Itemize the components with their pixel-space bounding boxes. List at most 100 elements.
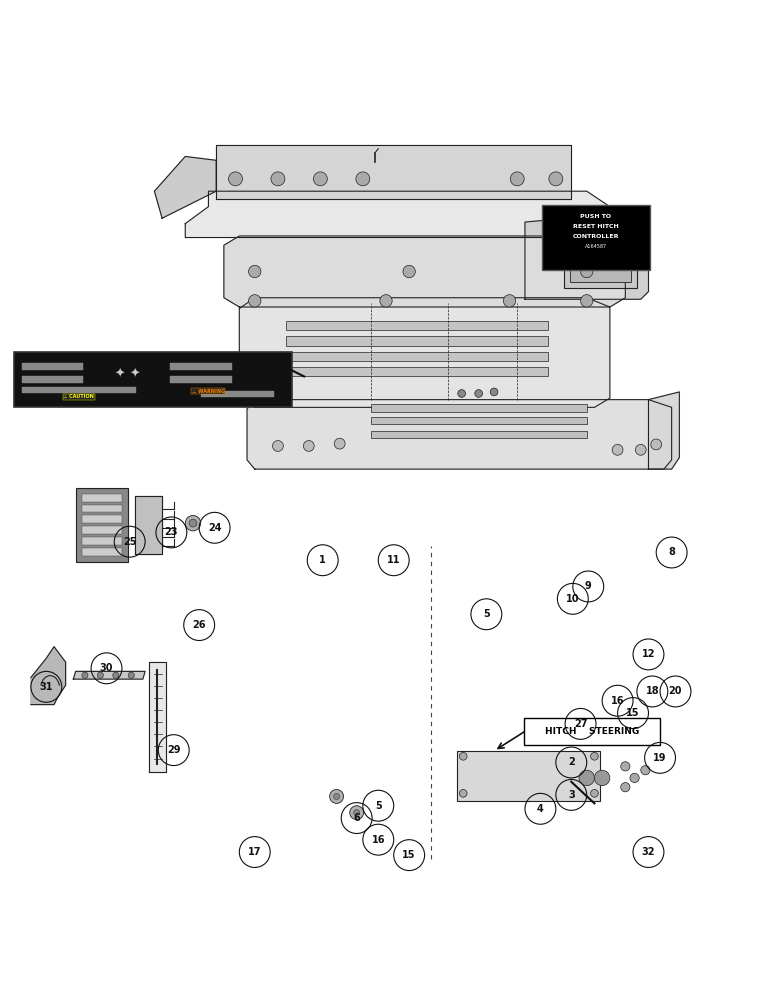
- Polygon shape: [149, 662, 166, 772]
- Text: ⚠ CAUTION: ⚠ CAUTION: [63, 394, 94, 399]
- FancyBboxPatch shape: [82, 526, 122, 534]
- FancyBboxPatch shape: [22, 363, 83, 370]
- Text: 8: 8: [669, 547, 675, 557]
- Circle shape: [594, 770, 610, 786]
- Circle shape: [249, 265, 261, 278]
- Text: 10: 10: [566, 594, 580, 604]
- Circle shape: [591, 752, 598, 760]
- Circle shape: [303, 441, 314, 451]
- FancyBboxPatch shape: [201, 391, 274, 397]
- Circle shape: [630, 773, 639, 783]
- Text: 11: 11: [387, 555, 401, 565]
- FancyBboxPatch shape: [22, 387, 136, 393]
- Circle shape: [128, 672, 134, 678]
- Text: 17: 17: [248, 847, 262, 857]
- Circle shape: [581, 265, 593, 278]
- Text: ⚠ WARNING: ⚠ WARNING: [192, 389, 225, 394]
- Polygon shape: [154, 156, 216, 218]
- Text: 16: 16: [371, 835, 385, 845]
- Text: 5: 5: [375, 801, 381, 811]
- Circle shape: [273, 441, 283, 451]
- FancyBboxPatch shape: [371, 431, 587, 438]
- Text: 1: 1: [320, 555, 326, 565]
- Circle shape: [354, 810, 360, 816]
- Circle shape: [475, 390, 482, 397]
- Text: ✦: ✦: [114, 368, 125, 381]
- Text: 29: 29: [167, 745, 181, 755]
- Circle shape: [579, 770, 594, 786]
- FancyBboxPatch shape: [371, 417, 587, 424]
- Text: 4: 4: [537, 804, 543, 814]
- Polygon shape: [216, 145, 571, 199]
- Circle shape: [503, 295, 516, 307]
- FancyBboxPatch shape: [76, 488, 128, 562]
- Circle shape: [356, 172, 370, 186]
- Circle shape: [189, 519, 197, 527]
- Polygon shape: [31, 647, 66, 705]
- Circle shape: [621, 762, 630, 771]
- FancyBboxPatch shape: [542, 205, 650, 270]
- FancyBboxPatch shape: [14, 352, 292, 407]
- Circle shape: [380, 295, 392, 307]
- Circle shape: [403, 265, 415, 278]
- Circle shape: [641, 766, 650, 775]
- Circle shape: [510, 172, 524, 186]
- Text: 15: 15: [402, 850, 416, 860]
- Circle shape: [330, 790, 344, 803]
- Polygon shape: [185, 191, 610, 238]
- Text: ✦: ✦: [130, 368, 141, 381]
- FancyBboxPatch shape: [286, 321, 548, 330]
- Text: 18: 18: [645, 686, 659, 696]
- FancyBboxPatch shape: [82, 494, 122, 502]
- Text: 23: 23: [164, 527, 178, 537]
- FancyBboxPatch shape: [286, 367, 548, 376]
- Circle shape: [458, 390, 466, 397]
- Text: 9: 9: [585, 581, 591, 591]
- Text: CONTROLLER: CONTROLLER: [573, 234, 619, 239]
- FancyBboxPatch shape: [22, 376, 83, 383]
- Text: 24: 24: [208, 523, 222, 533]
- FancyBboxPatch shape: [524, 718, 660, 745]
- Polygon shape: [648, 392, 679, 469]
- Text: 16: 16: [611, 696, 625, 706]
- Text: 3: 3: [568, 790, 574, 800]
- FancyBboxPatch shape: [82, 537, 122, 545]
- Circle shape: [350, 806, 364, 820]
- Circle shape: [635, 444, 646, 455]
- Circle shape: [185, 515, 201, 531]
- FancyBboxPatch shape: [170, 363, 232, 370]
- Polygon shape: [224, 236, 625, 307]
- Text: 5: 5: [483, 609, 489, 619]
- FancyBboxPatch shape: [82, 505, 122, 512]
- Text: 6: 6: [354, 813, 360, 823]
- Circle shape: [334, 793, 340, 800]
- Circle shape: [82, 672, 88, 678]
- Circle shape: [459, 790, 467, 797]
- Circle shape: [459, 752, 467, 760]
- Text: 20: 20: [669, 686, 682, 696]
- FancyBboxPatch shape: [371, 404, 587, 412]
- Circle shape: [591, 790, 598, 797]
- Text: 19: 19: [653, 753, 667, 763]
- Text: 32: 32: [642, 847, 655, 857]
- Polygon shape: [73, 671, 145, 679]
- Circle shape: [97, 672, 103, 678]
- FancyBboxPatch shape: [564, 238, 637, 288]
- Polygon shape: [135, 496, 162, 554]
- Circle shape: [334, 438, 345, 449]
- Text: PUSH TO: PUSH TO: [581, 214, 611, 219]
- Circle shape: [313, 172, 327, 186]
- Polygon shape: [239, 298, 610, 407]
- FancyBboxPatch shape: [286, 336, 548, 346]
- FancyBboxPatch shape: [82, 548, 122, 556]
- Text: 26: 26: [192, 620, 206, 630]
- Circle shape: [581, 295, 593, 307]
- Circle shape: [249, 295, 261, 307]
- FancyBboxPatch shape: [570, 244, 631, 282]
- Circle shape: [271, 172, 285, 186]
- Text: RESET HITCH: RESET HITCH: [573, 224, 619, 229]
- Circle shape: [490, 388, 498, 396]
- Text: 12: 12: [642, 649, 655, 659]
- FancyBboxPatch shape: [286, 352, 548, 361]
- FancyBboxPatch shape: [170, 376, 232, 383]
